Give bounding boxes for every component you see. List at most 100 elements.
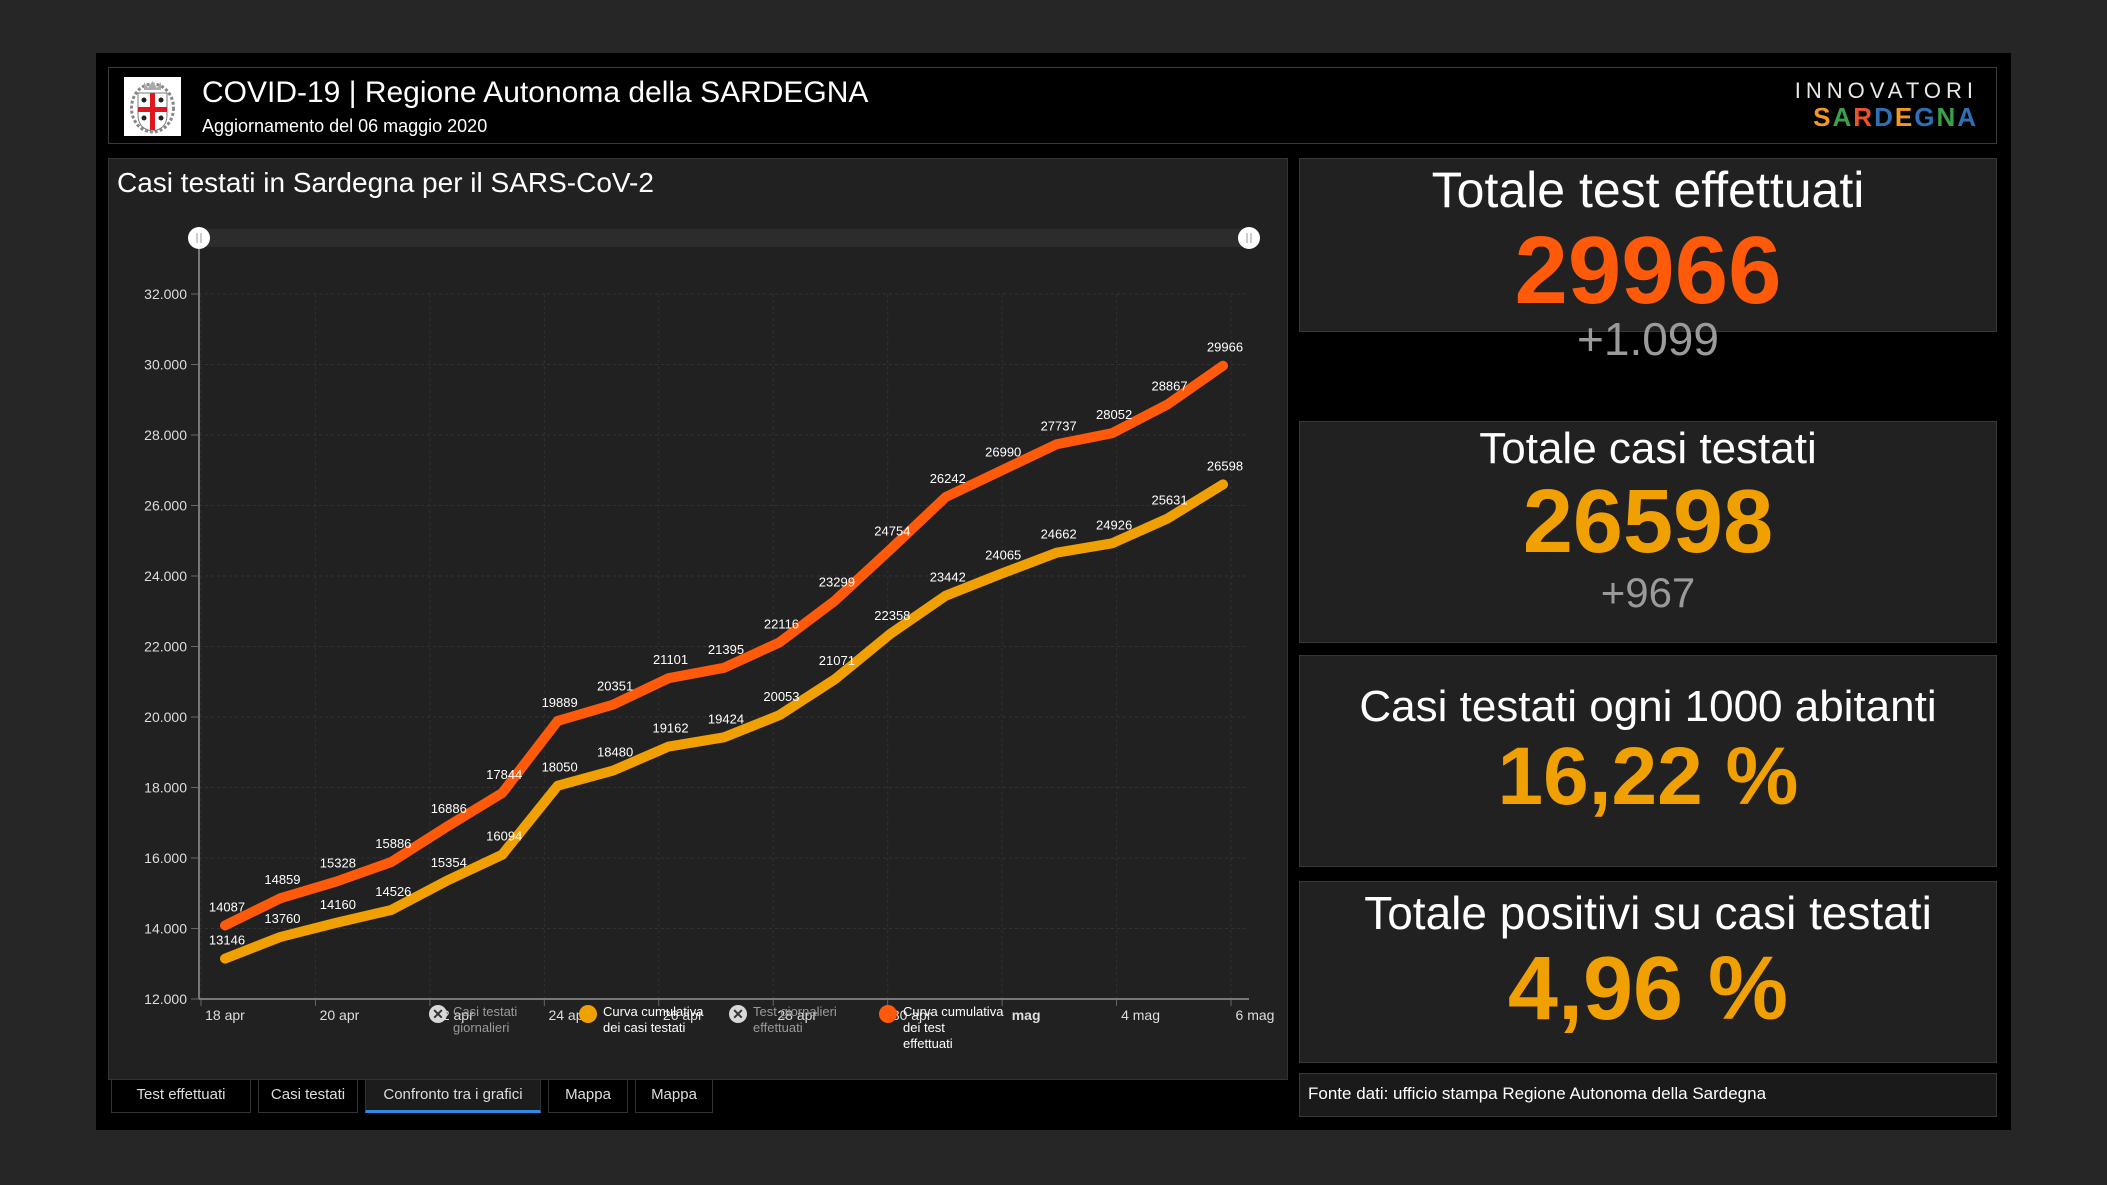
data-label: 22358: [874, 608, 910, 623]
data-label: 24926: [1096, 517, 1132, 532]
legend-dot-icon: [879, 1005, 897, 1023]
close-icon: ✕: [432, 1006, 444, 1022]
data-label: 22116: [764, 616, 799, 631]
x-tick-label: 4 mag: [1121, 1007, 1160, 1023]
data-label: 26598: [1207, 458, 1243, 473]
brand-letter: D: [1874, 102, 1895, 132]
brand-top-text: INNOVATORI: [1794, 78, 1978, 103]
card-total-tested-cases: Totale casi testati 26598 +967: [1299, 421, 1997, 643]
data-label: 19889: [542, 695, 578, 710]
card-tested-per-1000: Casi testati ogni 1000 abitanti 16,22 %: [1299, 655, 1997, 867]
x-tick-label: 6 mag: [1236, 1007, 1275, 1023]
tab-test-effettuati[interactable]: Test effettuati: [111, 1080, 251, 1113]
card-positive-ratio: Totale positivi su casi testati 4,96 %: [1299, 881, 1997, 1063]
data-label: 18480: [597, 745, 633, 760]
data-label: 21395: [708, 642, 744, 657]
legend-label: Test giornalieri effettuati: [753, 1004, 837, 1035]
y-tick-label: 32.000: [144, 286, 187, 302]
data-label: 14526: [375, 884, 411, 899]
legend-hidden-x-icon: ✕: [429, 1005, 447, 1023]
data-label: 13146: [209, 933, 245, 948]
data-label: 17844: [486, 767, 522, 782]
data-label: 16094: [486, 829, 522, 844]
data-label: 28052: [1096, 407, 1132, 422]
tab-confronto-tra-i-grafici[interactable]: Confronto tra i grafici: [365, 1080, 541, 1113]
y-tick-label: 16.000: [144, 850, 187, 866]
data-label: 15328: [320, 856, 356, 871]
series-line-tests: [220, 360, 1228, 931]
legend-label: Casi testati giornalieri: [453, 1004, 518, 1035]
y-tick-label: 18.000: [144, 780, 187, 796]
data-label: 26990: [985, 445, 1021, 460]
tab-mappa[interactable]: Mappa: [635, 1080, 713, 1113]
data-label: 23299: [819, 575, 855, 590]
data-label: 20053: [763, 689, 799, 704]
y-tick-label: 22.000: [144, 639, 187, 655]
innovatori-sardegna-logo: INNOVATORI SARDEGNA: [1795, 78, 1978, 133]
x-tick-label: 26 apr: [663, 1007, 703, 1023]
chart-title: Casi testati in Sardegna per il SARS-CoV…: [117, 167, 654, 198]
range-slider-track: [199, 229, 1249, 247]
data-label: 14087: [209, 899, 245, 914]
close-icon: ✕: [732, 1006, 744, 1022]
data-label: 21101: [653, 652, 688, 667]
tab-casi-testati[interactable]: Casi testati: [258, 1080, 358, 1113]
data-label: 28867: [1151, 378, 1187, 393]
card-total-tests: Totale test effettuati 29966 +1.099: [1299, 158, 1997, 363]
range-slider-start-handle[interactable]: [188, 227, 210, 249]
x-tick-label: 20 apr: [320, 1007, 360, 1023]
tab-mappa[interactable]: Mappa: [548, 1080, 628, 1113]
brand-letter: G: [1914, 102, 1937, 132]
data-label: 21071: [819, 653, 855, 668]
data-label: 20351: [597, 679, 633, 694]
data-label: 27737: [1041, 418, 1077, 433]
data-label: 26242: [930, 471, 966, 486]
sardinia-coat-of-arms-icon: [124, 77, 181, 136]
card-delta: +967: [1600, 569, 1696, 616]
card-value: 16,22 %: [1497, 731, 1799, 822]
data-label: 23442: [930, 570, 966, 585]
card-title: Totale positivi su casi testati: [1364, 887, 1932, 939]
legend-label: Curva cumulativa dei test effettuati: [903, 1004, 1004, 1051]
data-label: 14160: [320, 897, 356, 912]
card-title: Totale casi testati: [1479, 424, 1817, 473]
card-value: 29966: [1514, 217, 1782, 324]
data-label: 25631: [1151, 493, 1187, 508]
card-value: 4,96 %: [1507, 939, 1789, 1039]
y-tick-label: 12.000: [144, 991, 187, 1007]
y-tick-label: 20.000: [144, 709, 187, 725]
dashboard-title: COVID-19 | Regione Autonoma della SARDEG…: [202, 76, 869, 109]
data-label: 24662: [1041, 527, 1077, 542]
data-label: 14859: [264, 872, 300, 887]
data-label: 16886: [431, 801, 467, 816]
x-tick-label: 28 apr: [777, 1007, 817, 1023]
x-tick-label: mag: [1012, 1007, 1041, 1023]
line-chart: 12.000 14.000 16.000 18.000 20.000 22.000 24.0…: [144, 227, 1275, 1023]
header: COVID-19 | Regione Autonoma della SARDEG…: [108, 67, 1997, 144]
brand-letter: N: [1936, 102, 1958, 132]
y-tick-label: 14.000: [144, 921, 187, 937]
x-tick-label: 24 apr: [548, 1007, 588, 1023]
brand-letter: S: [1813, 102, 1833, 132]
legend-dot-icon: [579, 1005, 597, 1023]
y-tick-label: 30.000: [144, 357, 187, 373]
range-slider-end-handle[interactable]: [1238, 227, 1260, 249]
legend-label: Curva cumulativa dei casi testati: [603, 1004, 704, 1035]
data-source: Fonte dati: ufficio stampa Regione Auton…: [1299, 1073, 1997, 1117]
legend-hidden-x-icon: ✕: [729, 1005, 747, 1023]
card-title: Totale test effettuati: [1431, 162, 1865, 218]
y-tick-label: 26.000: [144, 498, 187, 514]
data-label: 19162: [652, 721, 688, 736]
brand-letter: A: [1957, 102, 1978, 132]
brand-letter: R: [1853, 102, 1875, 132]
data-label: 18050: [542, 760, 578, 775]
x-tick-label: 18 apr: [205, 1007, 245, 1023]
data-label: 19424: [708, 711, 744, 726]
data-label: 29966: [1207, 340, 1243, 355]
card-delta: +1.099: [1577, 313, 1719, 365]
data-label: 24754: [874, 523, 910, 538]
dashboard-frame: COVID-19 | Regione Autonoma della SARDEG…: [96, 53, 2011, 1130]
card-value: 26598: [1522, 472, 1774, 572]
brand-letter: A: [1832, 102, 1854, 132]
brand-bottom-text: SARDEGNA: [1795, 102, 1978, 133]
